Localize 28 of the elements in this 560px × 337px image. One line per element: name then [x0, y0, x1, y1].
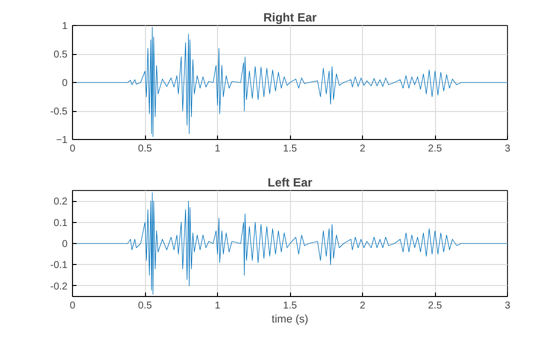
x-tick-label: 2: [360, 300, 366, 312]
y-tick-label: -0.5: [50, 106, 68, 118]
y-tick-label: 1: [62, 21, 68, 32]
y-tick-label: 0.2: [54, 196, 68, 208]
x-tick-label: 0: [70, 300, 76, 312]
x-tick-label: 1: [214, 300, 221, 312]
x-tick-label: 2.5: [428, 144, 442, 154]
x-tick-label: 3: [504, 144, 511, 154]
y-tick-label: 0: [62, 239, 68, 250]
y-tick-label: -0.1: [50, 260, 68, 272]
y-tick-label: −1: [56, 135, 68, 146]
x-tick-label: 1.5: [283, 144, 298, 154]
x-tick-label: 0.5: [138, 300, 152, 312]
y-tick-label: 0.1: [54, 218, 68, 229]
y-tick-label: 0: [62, 78, 68, 89]
x-tick-label: 1.5: [283, 300, 298, 312]
chart-title: Left Ear: [268, 176, 313, 190]
x-tick-label: 3: [504, 300, 511, 312]
x-tick-label: 2: [360, 144, 366, 154]
y-tick-label: 0.5: [54, 50, 68, 60]
x-tick-label: 2.5: [428, 300, 442, 312]
x-tick-label: 0.5: [138, 144, 152, 154]
chart-title: Right Ear: [263, 10, 317, 24]
y-tick-label: -0.2: [50, 281, 68, 292]
x-axis-title: time (s): [272, 314, 308, 326]
x-tick-label: 0: [70, 144, 76, 154]
line-series: [72, 192, 508, 295]
x-tick-label: 1: [214, 144, 221, 154]
